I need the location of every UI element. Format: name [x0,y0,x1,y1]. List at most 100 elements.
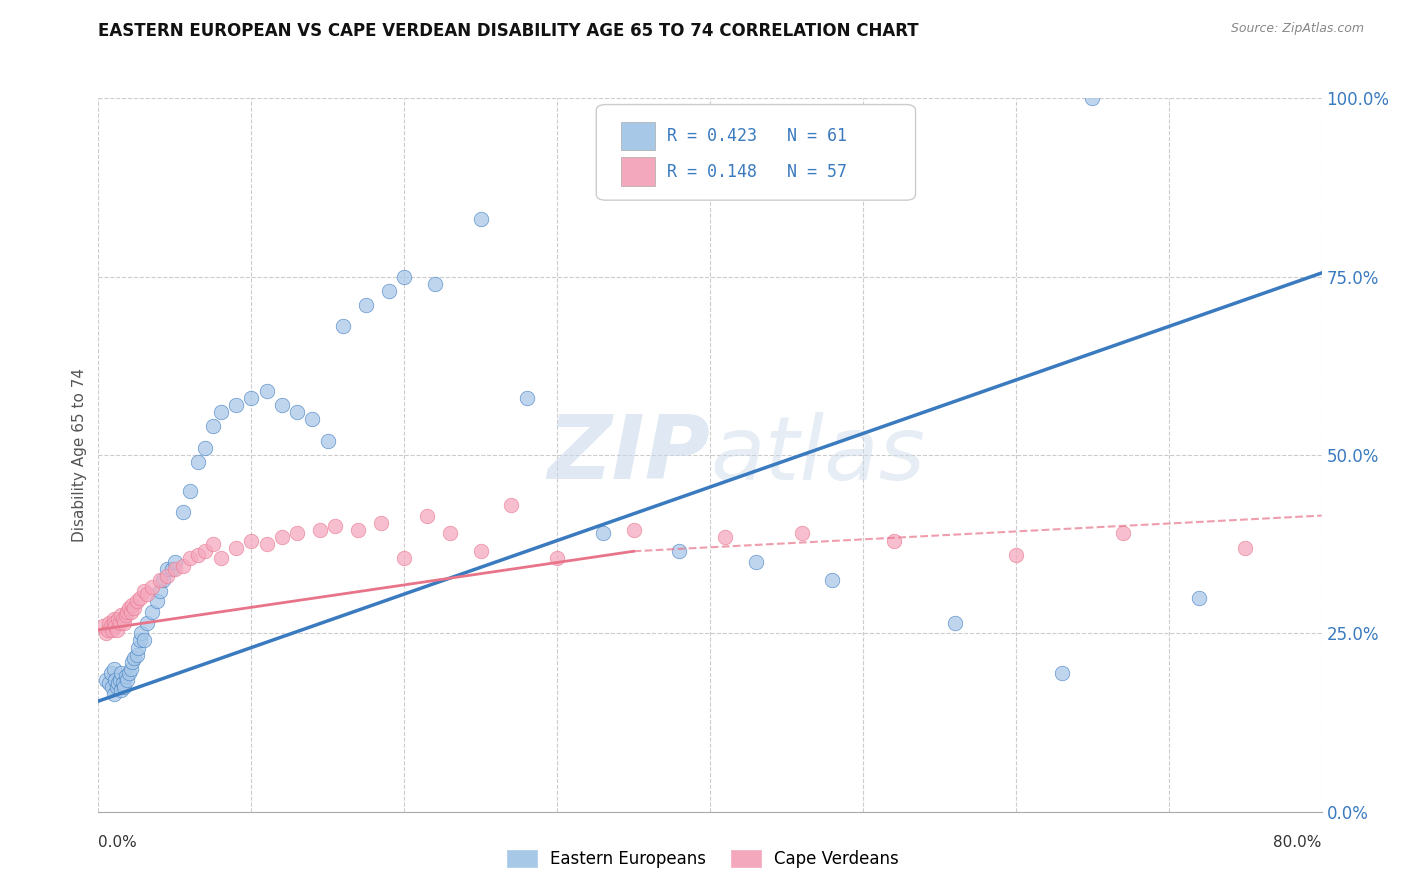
Point [111,676,134,690]
Point [1081,91,1104,105]
Point [309,523,332,537]
Point [149,583,172,598]
Point [209,405,232,419]
Point [285,526,308,541]
Point [141,605,163,619]
Point [1188,591,1211,605]
Point [187,455,209,469]
Point [714,530,737,544]
Point [134,583,156,598]
Point [111,612,134,626]
Legend: Eastern Europeans, Cape Verdeans: Eastern Europeans, Cape Verdeans [501,843,905,875]
Point [623,523,645,537]
Point [392,269,416,284]
Point [110,665,132,680]
Point [98,615,121,630]
Point [285,405,308,419]
Point [100,665,122,680]
Point [470,212,492,227]
FancyBboxPatch shape [620,157,655,186]
Point [423,277,446,291]
Point [225,541,247,555]
Point [1234,541,1257,555]
Point [301,412,323,426]
Point [370,516,392,530]
Point [115,608,138,623]
Point [115,669,138,683]
Point [94,626,117,640]
Text: EASTERN EUROPEAN VS CAPE VERDEAN DISABILITY AGE 65 TO 74 CORRELATION CHART: EASTERN EUROPEAN VS CAPE VERDEAN DISABIL… [98,22,920,40]
Point [194,544,217,558]
Point [127,640,149,655]
Point [1112,526,1135,541]
Point [501,498,523,512]
Point [91,619,114,633]
Point [120,662,142,676]
Point [325,519,347,533]
Point [668,544,690,558]
Point [107,612,129,626]
Point [316,434,339,448]
Point [117,673,139,687]
Point [202,537,225,551]
Point [179,551,201,566]
Point [354,298,377,312]
Point [104,673,127,687]
Point [107,676,129,690]
Point [136,615,159,630]
Point [179,483,201,498]
Point [118,665,141,680]
Point [256,537,278,551]
Point [103,615,125,630]
Point [256,384,278,398]
Point [209,551,232,566]
Point [745,555,768,569]
Point [470,544,492,558]
Point [105,623,128,637]
Point [156,562,179,576]
Point [112,615,135,630]
Point [122,651,145,665]
Point [392,551,416,566]
Point [1050,665,1073,680]
Text: 0.0%: 0.0% [98,836,138,850]
Point [416,508,439,523]
Point [110,683,132,698]
Text: R = 0.148   N = 57: R = 0.148 N = 57 [668,162,848,180]
Point [120,605,142,619]
Point [101,680,124,694]
Point [112,680,135,694]
Point [883,533,905,548]
Y-axis label: Disability Age 65 to 74: Disability Age 65 to 74 [72,368,87,542]
Point [108,615,131,630]
Point [546,551,568,566]
Point [156,569,179,583]
Point [121,598,143,612]
Point [187,548,209,562]
Point [516,391,538,405]
Point [98,676,121,690]
Point [163,562,186,576]
FancyBboxPatch shape [620,121,655,150]
Point [240,391,263,405]
Point [347,523,370,537]
Point [105,680,128,694]
Text: R = 0.423   N = 61: R = 0.423 N = 61 [668,127,848,145]
Point [141,580,163,594]
Point [145,594,167,608]
Point [108,673,131,687]
Point [172,505,194,519]
Point [125,594,148,608]
Point [790,526,813,541]
Point [100,619,122,633]
Point [118,601,141,615]
Point [103,662,125,676]
Point [128,633,150,648]
Point [94,673,117,687]
Point [378,284,401,298]
FancyBboxPatch shape [596,104,915,200]
Point [129,626,152,640]
Point [101,623,124,637]
Point [270,530,292,544]
Point [160,562,183,576]
